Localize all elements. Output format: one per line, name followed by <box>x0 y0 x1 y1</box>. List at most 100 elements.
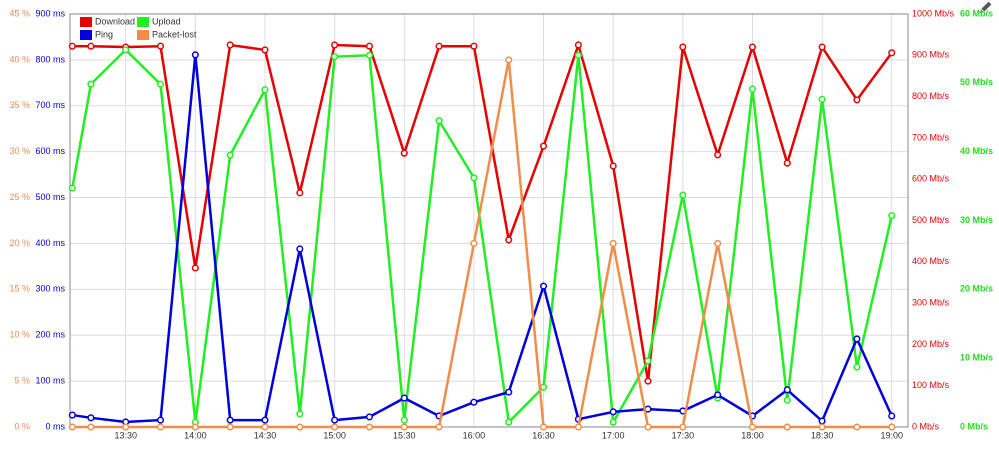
data-point <box>400 149 408 157</box>
data-point <box>68 42 76 50</box>
data-point <box>191 264 199 272</box>
data-point <box>783 423 791 431</box>
y-tick-label: 1000 Mb/s <box>912 8 955 18</box>
y-tick-label: 300 Mb/s <box>912 297 950 307</box>
legend-label: Ping <box>95 29 113 39</box>
edit-icon[interactable] <box>979 1 992 15</box>
data-point <box>748 43 757 51</box>
y-tick-label: 60 Mb/s <box>960 8 993 18</box>
data-point <box>261 46 269 54</box>
data-point <box>122 46 130 54</box>
y-tick-label: 500 ms <box>35 192 65 202</box>
data-point <box>400 394 408 402</box>
data-point <box>783 396 791 404</box>
data-point <box>853 96 861 104</box>
data-point <box>505 388 513 396</box>
data-point <box>296 410 304 418</box>
data-point <box>748 423 757 431</box>
legend-label: Download <box>95 16 135 26</box>
data-point <box>331 53 339 61</box>
data-point <box>679 191 687 199</box>
data-point <box>156 416 165 424</box>
data-point <box>644 357 652 365</box>
y-tick-label: 50 Mb/s <box>960 77 993 87</box>
data-point <box>435 423 443 431</box>
data-point <box>609 162 617 170</box>
data-point <box>679 43 687 51</box>
x-tick-label: 17:30 <box>672 430 695 440</box>
y-tick-label: 30 % <box>9 146 30 156</box>
y-tick-label: 40 Mb/s <box>960 146 993 156</box>
data-point <box>574 51 582 59</box>
data-point <box>365 51 374 59</box>
y-tick-label: 100 ms <box>35 375 65 385</box>
data-point <box>714 151 722 159</box>
legend-label: Packet-lost <box>152 29 197 39</box>
data-point <box>644 377 652 385</box>
data-point <box>226 151 234 159</box>
data-point <box>296 423 304 431</box>
data-point <box>68 184 76 192</box>
data-point <box>505 236 513 244</box>
x-tick-label: 15:30 <box>393 430 416 440</box>
data-point <box>470 42 478 50</box>
legend-swatch <box>137 17 149 27</box>
data-point <box>540 383 548 391</box>
data-point <box>331 416 339 424</box>
data-point <box>365 42 374 50</box>
x-tick-label: 19:00 <box>880 430 903 440</box>
data-point <box>540 142 548 150</box>
data-point <box>331 41 339 49</box>
data-point <box>191 51 199 59</box>
x-tick-label: 16:30 <box>532 430 555 440</box>
data-point <box>540 423 548 431</box>
data-point <box>470 174 478 182</box>
y-tick-label: 35 % <box>9 100 30 110</box>
data-point <box>261 416 269 424</box>
x-tick-label: 18:00 <box>741 430 764 440</box>
data-point <box>226 416 234 424</box>
data-point <box>609 408 617 416</box>
data-point <box>470 239 478 247</box>
data-point <box>888 49 896 57</box>
x-tick-label: 16:00 <box>463 430 486 440</box>
data-point <box>470 398 478 406</box>
data-point <box>505 418 513 426</box>
legend-swatch <box>80 30 92 40</box>
y-tick-label: 900 ms <box>35 8 65 18</box>
x-tick-label: 18:30 <box>811 430 834 440</box>
data-point <box>818 43 826 51</box>
data-point <box>400 416 408 424</box>
y-tick-label: 45 % <box>9 8 30 18</box>
data-point <box>156 42 165 50</box>
y-tick-label: 200 ms <box>35 330 65 340</box>
x-tick-label: 14:30 <box>254 430 277 440</box>
data-point <box>435 117 443 125</box>
data-point <box>574 41 582 49</box>
legend: Download Upload Ping Packet-lost <box>80 16 197 40</box>
data-point <box>853 423 861 431</box>
data-point <box>783 159 791 167</box>
data-point <box>365 423 374 431</box>
data-point <box>888 212 896 220</box>
x-tick-label: 13:30 <box>114 430 137 440</box>
x-tick-label: 17:00 <box>602 430 625 440</box>
legend-swatch <box>137 30 149 40</box>
y-tick-label: 700 ms <box>35 100 65 110</box>
data-point <box>156 423 165 431</box>
data-point <box>505 56 513 64</box>
data-point <box>296 245 304 253</box>
data-point <box>87 414 95 422</box>
data-point <box>331 423 339 431</box>
data-point <box>68 423 76 431</box>
data-point <box>644 423 652 431</box>
data-point <box>156 80 165 88</box>
y-tick-label: 900 Mb/s <box>912 50 950 60</box>
data-point <box>818 95 826 103</box>
y-tick-label: 20 % <box>9 238 30 248</box>
y-tick-label: 800 Mb/s <box>912 91 950 101</box>
data-point <box>609 239 617 247</box>
y-tick-label: 0 Mb/s <box>912 421 940 431</box>
data-point <box>609 418 617 426</box>
data-point <box>818 417 826 425</box>
